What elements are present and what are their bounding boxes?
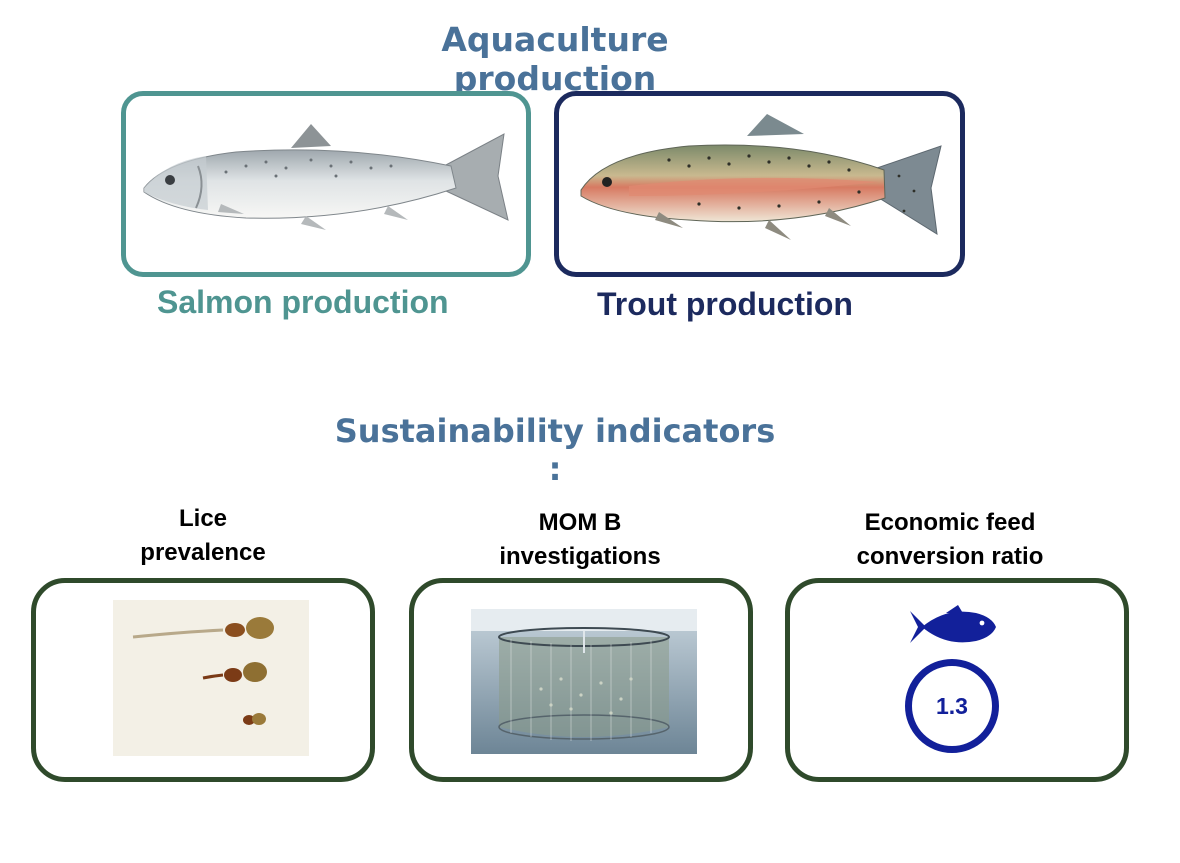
trout-image-frame: [554, 91, 965, 277]
sustainability-heading: Sustainability indicators :: [334, 412, 776, 488]
efcr-label: Economic feed conversion ratio: [856, 509, 1044, 570]
fish-icon: [910, 605, 996, 643]
efcr-box: 1.3: [785, 578, 1129, 782]
efcr-value-circle: 1.3: [905, 659, 999, 753]
efcr-value: 1.3: [936, 692, 968, 719]
mom-b-label: MOM B investigations: [499, 509, 661, 570]
mom-b-box: [409, 578, 753, 782]
sea-lice-image: [113, 600, 309, 756]
trout-caption: Trout production: [597, 286, 853, 322]
salmon-image-frame: [121, 91, 531, 277]
page-title: Aquaculture production: [441, 20, 669, 98]
lice-prevalence-label: Lice prevalence: [140, 505, 266, 566]
salmon-illustration: [143, 124, 509, 230]
salmon-caption: Salmon production: [157, 284, 449, 320]
fish-cage-image: [471, 609, 697, 754]
lice-prevalence-box: [31, 578, 375, 782]
trout-illustration: [580, 114, 942, 240]
